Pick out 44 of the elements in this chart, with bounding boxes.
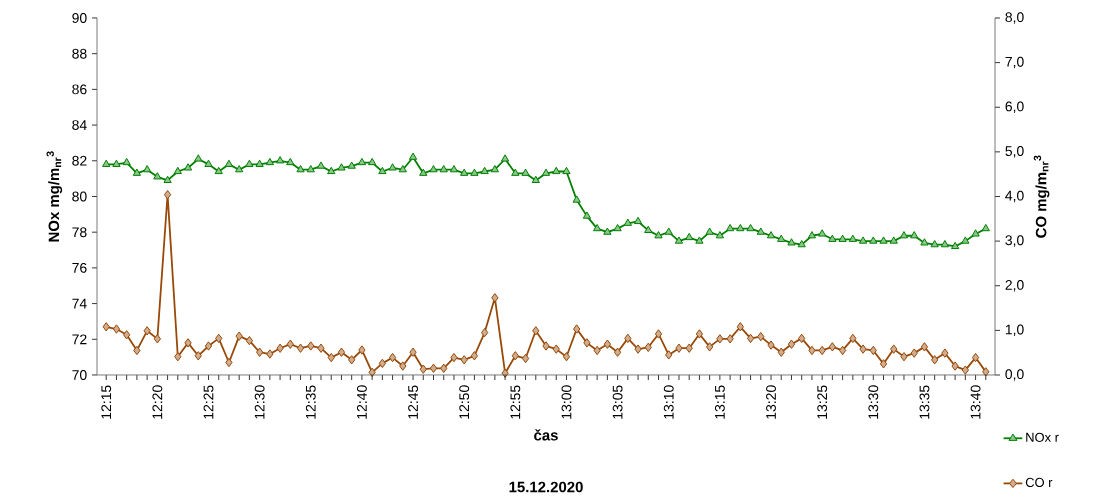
- x-tick-label: 12:40: [356, 385, 367, 419]
- text: 15.12.2020: [509, 481, 583, 493]
- x-tick-label: 12:20: [152, 385, 163, 419]
- x-axis-title: čas: [534, 429, 558, 441]
- y-tick-label: 88: [72, 48, 87, 59]
- y-tick-label: 72: [72, 334, 87, 345]
- y-axis-title: NOx mg/m$_{nr}$3: [46, 151, 63, 242]
- y-tick-label: 84: [72, 120, 87, 131]
- x-tick-label: 13:15: [714, 385, 725, 419]
- y-tick-label: 78: [72, 227, 87, 238]
- y2-tick-label: 1,0: [1005, 324, 1024, 337]
- x-tick-label: 12:45: [408, 385, 418, 419]
- legend-label: NOx r: [1026, 432, 1059, 442]
- x-tick-label: 12:50: [459, 385, 470, 419]
- y2-tick-label: 6,0: [1005, 101, 1024, 113]
- y2-tick-label: 5,0: [1005, 146, 1024, 158]
- y2-tick-label: 4,0: [1005, 190, 1024, 203]
- x-tick-label: 12:35: [305, 385, 316, 419]
- y2-axis-title: CO mg/m$_{nr}$3: [1033, 155, 1050, 238]
- y2-tick-label: 3,0: [1005, 235, 1024, 247]
- y-tick-label: 80: [72, 191, 87, 202]
- x-tick-label: 13:00: [561, 385, 572, 419]
- y2-tick-label: 0,0: [1005, 369, 1024, 381]
- x-tick-label: 12:15: [101, 385, 112, 419]
- x-tick-label: 12:55: [510, 385, 521, 419]
- y-tick-label: 86: [72, 84, 87, 95]
- x-tick-label: 13:10: [663, 385, 674, 419]
- legend-label: CO r: [1025, 477, 1053, 488]
- x-tick-label: 12:25: [203, 385, 214, 419]
- y-tick-label: 90: [72, 13, 87, 23]
- y-tick-label: 70: [72, 370, 87, 380]
- x-tick-label: 13:35: [919, 385, 930, 419]
- y2-tick-label: 2,0: [1005, 279, 1024, 292]
- x-tick-label: 13:05: [612, 385, 623, 419]
- x-tick-label: 13:40: [970, 385, 981, 419]
- y-tick-label: 76: [72, 262, 87, 273]
- y2-tick-label: 7,0: [1005, 56, 1024, 69]
- y-tick-label: 82: [72, 155, 87, 166]
- y-tick-label: 74: [72, 298, 87, 309]
- x-tick-label: 13:20: [766, 385, 776, 419]
- x-tick-label: 13:25: [817, 385, 828, 419]
- x-tick-label: 13:30: [868, 385, 879, 419]
- x-tick-label: 12:30: [254, 385, 265, 419]
- y2-tick-label: 8,0: [1005, 12, 1024, 24]
